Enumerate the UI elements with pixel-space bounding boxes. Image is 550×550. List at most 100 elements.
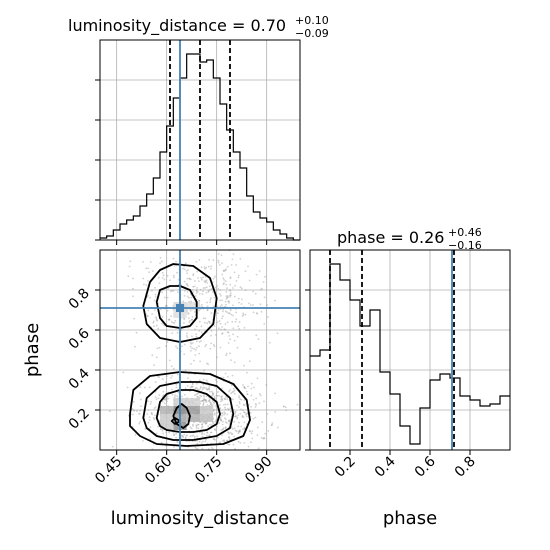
joint-sample-point: [194, 435, 196, 438]
joint-sample-point: [224, 372, 227, 375]
joint-sample-point: [242, 403, 245, 406]
joint-sample-point: [229, 292, 232, 294]
joint-sample-point: [226, 403, 229, 406]
joint-sample-point: [205, 379, 208, 382]
joint-sample-point: [239, 286, 242, 289]
joint-sample-point: [163, 398, 166, 401]
joint-sample-point: [196, 290, 199, 293]
joint-sample-point: [203, 399, 206, 401]
joint-sample-point: [256, 434, 259, 436]
joint-sample-point: [249, 304, 252, 306]
joint-sample-point: [221, 315, 224, 318]
joint-sample-point: [161, 291, 164, 294]
joint-sample-point: [243, 326, 246, 329]
joint-sample-point: [229, 352, 231, 355]
joint-sample-point: [221, 395, 224, 398]
joint-sample-point: [233, 420, 236, 423]
joint-sample-point: [238, 402, 241, 405]
joint-sample-point: [195, 424, 198, 427]
joint-xtick-label-0: 0.45: [92, 454, 125, 487]
joint-sample-point: [208, 388, 210, 391]
joint-sample-point: [221, 262, 223, 265]
joint-sample-point: [249, 411, 252, 414]
joint-sample-point: [186, 272, 189, 275]
joint-sample-point: [189, 345, 192, 348]
joint-sample-point: [263, 437, 266, 440]
joint-sample-point: [138, 413, 140, 415]
joint-sample-point: [162, 390, 165, 393]
joint-sample-point: [226, 296, 228, 299]
joint-sample-point: [168, 318, 171, 321]
joint-sample-point: [231, 374, 234, 377]
joint-sample-point: [190, 350, 192, 352]
joint-sample-point: [264, 432, 267, 435]
joint-sample-point: [142, 440, 144, 442]
joint-sample-point: [202, 383, 205, 386]
joint-sample-point: [203, 433, 206, 435]
joint-xtick-label-1: 0.60: [142, 454, 175, 487]
joint-sample-point: [232, 304, 234, 307]
joint-sample-point: [258, 270, 261, 272]
joint-sample-point: [235, 430, 238, 433]
joint-sample-point: [225, 298, 228, 300]
joint-sample-point: [205, 279, 208, 282]
joint-sample-point: [219, 407, 222, 409]
joint-sample-point: [256, 312, 259, 315]
joint-sample-point: [146, 315, 149, 318]
joint-sample-point: [254, 406, 257, 408]
joint-sample-point: [236, 346, 239, 349]
joint-sample-point: [242, 416, 245, 418]
joint-sample-point: [247, 445, 250, 448]
joint-sample-point: [170, 320, 173, 323]
joint-sample-point: [247, 385, 249, 388]
joint-sample-point: [172, 289, 175, 292]
joint-sample-point: [232, 428, 234, 430]
joint-sample-point: [173, 434, 175, 436]
joint-sample-point: [213, 296, 216, 299]
ld-title-minus: −0.09: [295, 27, 329, 40]
joint-sample-point: [217, 253, 220, 255]
joint-sample-point: [238, 274, 240, 277]
joint-sample-point: [198, 340, 201, 343]
joint-sample-point: [206, 388, 208, 391]
joint-sample-point: [187, 312, 190, 315]
joint-sample-point: [182, 300, 185, 303]
joint-sample-point: [210, 334, 212, 337]
joint-sample-point: [222, 269, 225, 272]
joint-sample-point: [183, 268, 186, 271]
joint-density-cell: [160, 422, 174, 430]
joint-sample-point: [172, 321, 175, 324]
joint-sample-point: [254, 403, 257, 405]
joint-sample-point: [217, 259, 220, 262]
joint-sample-point: [194, 446, 197, 449]
joint-sample-point: [235, 280, 238, 282]
joint-sample-point: [221, 412, 224, 415]
joint-sample-point: [259, 303, 262, 306]
joint-sample-point: [151, 289, 153, 292]
joint-sample-point: [204, 268, 206, 270]
joint-sample-point: [138, 422, 141, 425]
joint-sample-point: [201, 388, 204, 391]
joint-sample-point: [238, 421, 240, 424]
joint-sample-point: [168, 359, 171, 362]
joint-sample-point: [208, 320, 211, 323]
joint-sample-point: [207, 425, 210, 428]
joint-sample-point: [242, 312, 245, 315]
joint-sample-point: [221, 414, 223, 417]
joint-sample-point: [194, 328, 196, 331]
joint-sample-point: [244, 270, 247, 273]
joint-sample-point: [227, 431, 230, 434]
joint-sample-point: [257, 338, 260, 341]
joint-sample-point: [209, 390, 211, 393]
joint-sample-point: [228, 408, 230, 411]
joint-sample-point: [201, 447, 204, 450]
joint-sample-point: [245, 413, 247, 416]
joint-sample-point: [271, 423, 273, 426]
joint-sample-point: [142, 277, 145, 280]
joint-sample-point: [243, 421, 246, 424]
joint-sample-point: [231, 320, 234, 323]
joint-sample-point: [164, 398, 167, 401]
joint-sample-point: [261, 287, 263, 290]
joint-sample-point: [209, 347, 212, 350]
joint-sample-point: [151, 354, 154, 357]
